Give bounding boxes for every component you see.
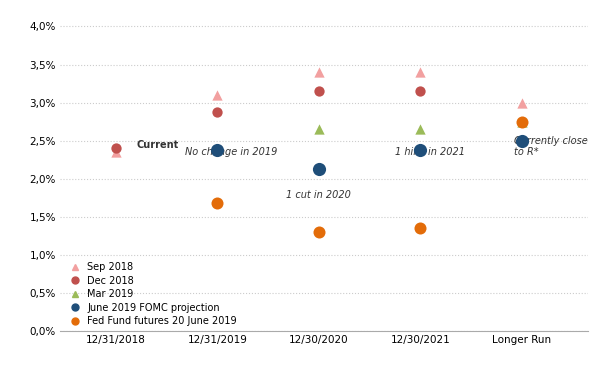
Point [416, 88, 425, 94]
Point [517, 118, 527, 124]
Text: Current: Current [137, 140, 179, 150]
Point [314, 88, 324, 94]
Point [212, 200, 222, 206]
Point [111, 145, 121, 151]
Point [111, 149, 121, 155]
Text: No change in 2019: No change in 2019 [185, 147, 277, 158]
Point [314, 69, 324, 75]
Point [517, 138, 527, 144]
Point [416, 126, 425, 132]
Point [314, 166, 324, 172]
Point [416, 147, 425, 153]
Point [212, 147, 222, 153]
Text: 1 hike in 2021: 1 hike in 2021 [395, 147, 465, 158]
Text: Currently close
to R*: Currently close to R* [514, 136, 587, 158]
Point [517, 118, 527, 124]
Point [416, 69, 425, 75]
Point [517, 100, 527, 106]
Point [212, 109, 222, 115]
Point [416, 225, 425, 231]
Point [517, 118, 527, 124]
Point [212, 92, 222, 98]
Point [314, 126, 324, 132]
Point [314, 229, 324, 235]
Legend: Sep 2018, Dec 2018, Mar 2019, June 2019 FOMC projection, Fed Fund futures 20 Jun: Sep 2018, Dec 2018, Mar 2019, June 2019 … [65, 262, 237, 326]
Text: 1 cut in 2020: 1 cut in 2020 [286, 190, 352, 200]
